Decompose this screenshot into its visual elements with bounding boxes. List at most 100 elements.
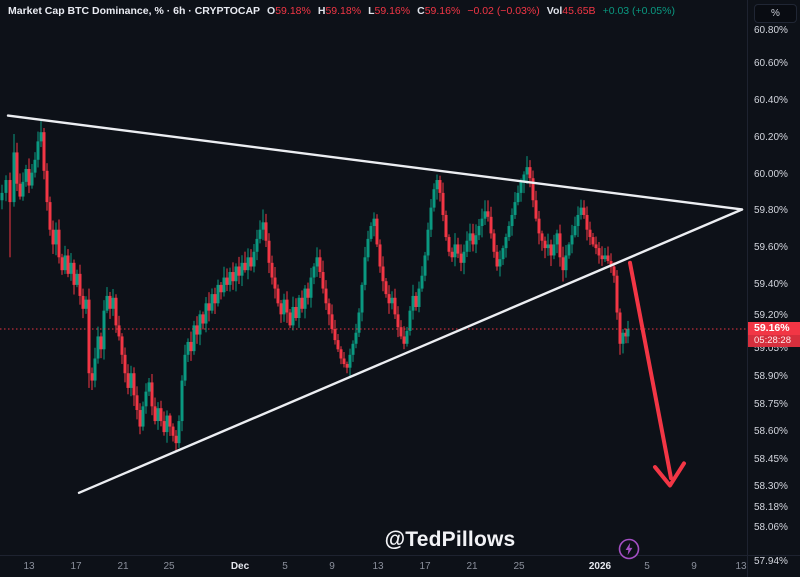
candle xyxy=(429,199,433,238)
time-axis[interactable]: 13 17 21 25 Dec 5 9 13 17 21 25 2026 5 9 13 xyxy=(0,555,800,577)
candle xyxy=(147,377,151,396)
candle xyxy=(183,344,187,386)
candle xyxy=(582,200,586,219)
candle xyxy=(531,170,535,208)
price-tick-label: 60.20% xyxy=(754,131,788,143)
candle xyxy=(216,279,220,307)
price-tick-label: 58.06% xyxy=(754,522,788,533)
chart-pane: Market Cap BTC Dominance, % · 6h · CRYPT… xyxy=(0,0,747,555)
candle xyxy=(339,346,343,365)
candle xyxy=(96,326,100,364)
candle xyxy=(432,183,436,212)
symbol-title[interactable]: Market Cap BTC Dominance, % · 6h · CRYPT… xyxy=(8,5,261,17)
candle xyxy=(303,285,307,319)
time-tick-label: 2026 xyxy=(588,561,612,572)
candle xyxy=(276,284,280,307)
candle xyxy=(594,236,598,255)
candle xyxy=(363,246,367,291)
candle xyxy=(0,184,4,210)
candle xyxy=(237,256,241,285)
low-label: L xyxy=(368,5,375,17)
time-tick-label: 9 xyxy=(329,561,335,572)
time-tick-label: 5 xyxy=(282,561,288,572)
candle xyxy=(291,296,295,331)
last-price-value: 59.16% xyxy=(748,322,800,336)
open-label: O xyxy=(267,5,276,17)
time-tick-label: 21 xyxy=(466,561,478,572)
percent-unit-button[interactable]: % xyxy=(754,4,797,23)
candle xyxy=(375,214,379,248)
candle xyxy=(420,266,424,292)
candle xyxy=(177,415,181,448)
candle xyxy=(525,156,529,184)
candle xyxy=(72,259,76,295)
candle xyxy=(120,333,124,364)
candle xyxy=(39,121,43,148)
candle xyxy=(69,253,73,281)
candle xyxy=(468,223,472,252)
candle xyxy=(495,244,499,271)
trendline-descending-resistance[interactable] xyxy=(6,114,744,211)
candle xyxy=(48,196,52,236)
candle xyxy=(285,291,289,323)
candle xyxy=(45,163,49,211)
candle xyxy=(288,308,292,329)
time-tick-label: Dec xyxy=(230,561,250,572)
candle xyxy=(483,200,487,225)
boost-lightning-icon[interactable] xyxy=(617,537,641,561)
candle xyxy=(90,367,94,390)
candle xyxy=(4,175,8,202)
candle xyxy=(78,264,82,305)
candle xyxy=(626,320,630,344)
candle xyxy=(312,263,316,285)
candle xyxy=(126,364,130,395)
candle xyxy=(60,253,64,275)
candle xyxy=(450,247,454,262)
candle xyxy=(99,332,103,359)
candle xyxy=(24,164,28,187)
candle xyxy=(42,127,46,180)
candle xyxy=(12,134,16,207)
price-tick-label: 59.60% xyxy=(754,242,788,254)
candle xyxy=(270,255,274,285)
candle xyxy=(246,248,250,280)
candle xyxy=(588,221,592,246)
candle xyxy=(621,329,625,354)
candle xyxy=(282,293,286,322)
candle xyxy=(543,236,547,259)
candle xyxy=(186,338,190,363)
candle xyxy=(243,251,247,273)
volume-change: +0.03 (+0.05%) xyxy=(602,5,675,17)
breakdown-arrow[interactable] xyxy=(628,260,686,488)
price-tick-label: 59.80% xyxy=(754,205,788,217)
price-tick-label: 58.30% xyxy=(754,481,788,493)
candle xyxy=(381,256,385,292)
candle xyxy=(210,288,214,314)
candle xyxy=(195,316,199,344)
candle xyxy=(8,172,12,258)
candle xyxy=(219,282,223,300)
candle xyxy=(399,320,403,340)
candle xyxy=(300,290,304,313)
candle xyxy=(501,245,505,265)
candle xyxy=(597,242,601,264)
candle xyxy=(585,206,589,241)
price-tick-label: 58.60% xyxy=(754,426,788,438)
candle xyxy=(405,326,409,347)
candle xyxy=(624,328,628,344)
candle xyxy=(132,367,136,406)
chart-canvas[interactable] xyxy=(0,0,747,555)
price-tick-label: 60.40% xyxy=(754,94,788,106)
price-axis[interactable]: % 59.16% 05:28:28 60.80% 60.60% 60.40% 60.2… xyxy=(747,0,800,577)
candle xyxy=(453,233,457,267)
candle xyxy=(390,291,394,310)
candle xyxy=(480,208,484,238)
candle xyxy=(171,423,175,442)
candle xyxy=(360,282,364,322)
candle xyxy=(165,410,169,443)
price-tick-label: 57.94% xyxy=(754,556,788,567)
candle xyxy=(249,249,253,271)
candle xyxy=(603,247,607,263)
trendline-ascending-support[interactable] xyxy=(77,208,744,495)
